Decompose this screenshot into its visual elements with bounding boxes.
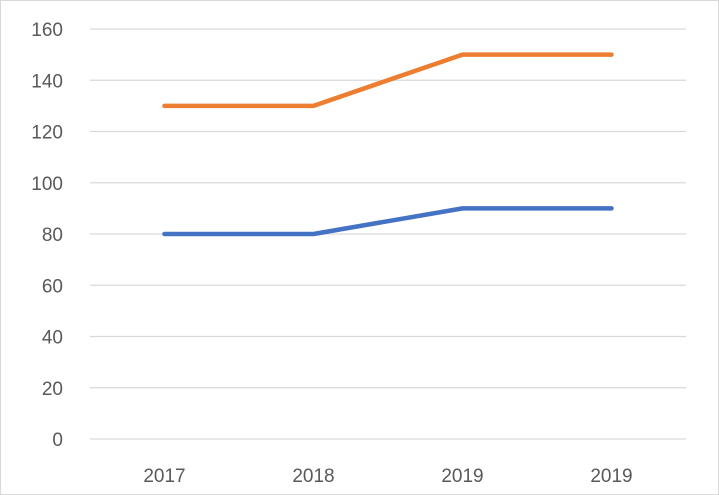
y-axis-tick-labels: 0 20 40 60 80 100 120 140 160 xyxy=(31,20,63,451)
y-tick-label: 20 xyxy=(42,379,63,400)
y-tick-label: 40 xyxy=(42,328,63,349)
x-tick-label: 2019 xyxy=(441,466,483,487)
y-tick-label: 60 xyxy=(42,276,63,297)
series-lines xyxy=(162,52,614,237)
y-tick-label: 160 xyxy=(31,20,63,41)
y-tick-label: 120 xyxy=(31,123,63,144)
y-tick-label: 0 xyxy=(52,430,63,451)
y-tick-label: 80 xyxy=(42,225,63,246)
x-tick-label: 2018 xyxy=(292,466,334,487)
y-tick-label: 100 xyxy=(31,174,63,195)
series-1-line xyxy=(162,52,614,109)
series-2-line xyxy=(162,206,614,237)
gridlines xyxy=(90,28,686,440)
x-axis-tick-labels: 2017 2018 2019 2019 xyxy=(143,466,632,487)
y-tick-label: 140 xyxy=(31,71,63,92)
x-tick-label: 2017 xyxy=(143,466,185,487)
x-tick-label: 2019 xyxy=(590,466,632,487)
